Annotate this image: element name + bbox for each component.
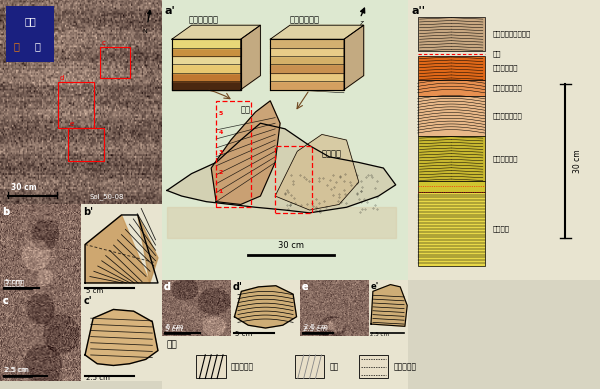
Polygon shape: [270, 81, 344, 89]
Text: 30 cm: 30 cm: [573, 149, 582, 173]
Polygon shape: [172, 25, 260, 39]
Text: z: z: [359, 20, 362, 26]
Text: d: d: [60, 75, 64, 81]
Bar: [418, 56, 485, 80]
Bar: [275, 145, 312, 213]
Text: Sol_50-08: Sol_50-08: [89, 193, 124, 200]
Bar: [418, 80, 485, 96]
Text: 5 cm: 5 cm: [166, 326, 182, 332]
Text: 5 cm: 5 cm: [5, 279, 22, 285]
Bar: [418, 192, 485, 266]
Text: 新: 新: [13, 42, 19, 51]
Text: 2.5 cm: 2.5 cm: [370, 332, 389, 337]
Text: 4: 4: [218, 130, 223, 135]
Text: 水平层理: 水平层理: [493, 226, 509, 232]
Polygon shape: [235, 286, 296, 328]
Text: 羽状交错层理: 羽状交错层理: [493, 65, 518, 72]
Text: d: d: [164, 282, 171, 292]
Text: 1: 1: [218, 189, 223, 194]
Text: 槽状交错层理: 槽状交错层理: [290, 16, 320, 25]
Polygon shape: [172, 65, 241, 73]
Text: e': e': [370, 282, 379, 291]
Text: 央视: 央视: [24, 17, 36, 26]
Text: 2.5 cm: 2.5 cm: [4, 368, 28, 373]
Bar: [295, 355, 325, 378]
Text: c: c: [2, 296, 8, 306]
Polygon shape: [138, 215, 158, 283]
Text: 羽状交错层理: 羽状交错层理: [189, 16, 219, 25]
Text: 层理: 层理: [329, 362, 338, 371]
Text: 槽状和羽状交错层理: 槽状和羽状交错层理: [493, 31, 531, 37]
Text: 轮廓和界面: 轮廓和界面: [4, 280, 25, 286]
Text: 2.5 cm: 2.5 cm: [304, 324, 328, 330]
Text: 5: 5: [218, 111, 223, 116]
Text: N: N: [143, 29, 148, 34]
Text: d': d': [233, 282, 243, 292]
Text: a: a: [5, 6, 13, 16]
Bar: [58, 82, 94, 128]
Text: d: d: [164, 282, 171, 292]
Polygon shape: [172, 39, 241, 47]
Text: 5 cm: 5 cm: [235, 331, 253, 337]
Text: 2.5 cm: 2.5 cm: [5, 366, 29, 373]
Polygon shape: [172, 81, 241, 89]
Polygon shape: [85, 310, 158, 366]
Text: 5 cm: 5 cm: [166, 324, 184, 330]
Polygon shape: [85, 215, 150, 283]
Text: 3: 3: [218, 150, 223, 155]
Polygon shape: [270, 65, 344, 73]
Text: c': c': [83, 296, 92, 306]
Text: b: b: [2, 207, 10, 217]
Bar: [196, 355, 226, 378]
Text: 5 cm: 5 cm: [86, 288, 103, 294]
Text: b': b': [83, 207, 94, 217]
Bar: [216, 101, 251, 207]
Text: 细粒灰尘: 细粒灰尘: [322, 150, 342, 159]
Text: a': a': [164, 5, 175, 16]
Text: 图例: 图例: [167, 340, 178, 349]
Text: c: c: [102, 40, 106, 46]
Polygon shape: [167, 207, 396, 238]
Text: e: e: [70, 121, 74, 127]
Bar: [418, 96, 485, 136]
Text: 间隙: 间隙: [493, 51, 501, 57]
Text: c: c: [2, 296, 8, 306]
Bar: [418, 136, 485, 181]
Text: e: e: [302, 282, 308, 292]
Polygon shape: [172, 73, 241, 81]
Text: 30 cm: 30 cm: [278, 241, 304, 250]
Polygon shape: [270, 25, 364, 39]
Polygon shape: [275, 135, 359, 210]
Text: 闻: 闻: [35, 42, 41, 51]
Polygon shape: [172, 56, 241, 65]
Text: 2: 2: [218, 170, 223, 175]
Polygon shape: [344, 25, 364, 89]
Text: 30 cm: 30 cm: [11, 183, 37, 192]
Text: 2.5 cm: 2.5 cm: [86, 375, 110, 381]
Text: e: e: [302, 282, 308, 292]
Polygon shape: [270, 73, 344, 81]
Text: 推测的边界: 推测的边界: [393, 362, 416, 371]
Polygon shape: [211, 101, 280, 205]
Bar: [418, 181, 485, 192]
Polygon shape: [371, 285, 407, 326]
Polygon shape: [270, 47, 344, 56]
Polygon shape: [172, 47, 241, 56]
Bar: [68, 128, 104, 161]
Text: 羽状交错层理: 羽状交错层理: [493, 155, 518, 162]
Text: a'': a'': [412, 5, 426, 16]
Text: 层理: 层理: [241, 105, 251, 114]
Bar: [418, 17, 485, 51]
Text: b: b: [2, 207, 10, 217]
Bar: [359, 355, 388, 378]
Text: 2.5 cm: 2.5 cm: [304, 326, 328, 332]
Polygon shape: [167, 123, 396, 213]
Polygon shape: [241, 25, 260, 89]
Bar: [100, 47, 130, 78]
Text: 上凸的交错层理: 上凸的交错层理: [493, 85, 522, 91]
Polygon shape: [270, 39, 344, 47]
Text: 轮廓和界面: 轮廓和界面: [231, 362, 254, 371]
Text: 上凸的交错层理: 上凸的交错层理: [493, 113, 522, 119]
Polygon shape: [270, 56, 344, 65]
